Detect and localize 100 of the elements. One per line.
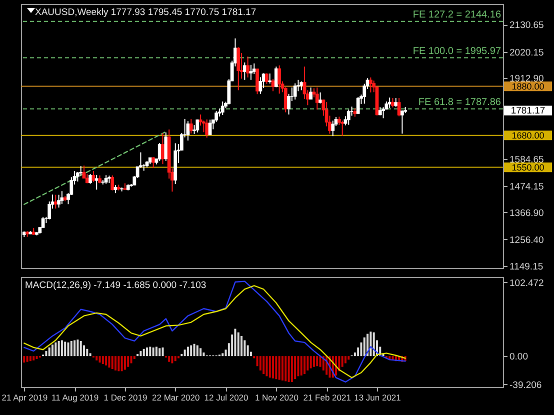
candlestick (94, 174, 98, 190)
ref-line-label: 1680.00 (512, 130, 544, 140)
y-tick-label: 1366.90 (510, 208, 544, 219)
candlestick (258, 76, 262, 94)
bar (335, 356, 338, 376)
candlestick (214, 110, 218, 122)
candlestick (315, 87, 319, 110)
bar (297, 356, 300, 376)
bar (370, 332, 372, 356)
bar (102, 356, 104, 364)
bar (186, 346, 189, 356)
candlestick (158, 142, 162, 162)
bar (146, 347, 148, 356)
bar (89, 353, 92, 356)
bar (36, 356, 38, 359)
candlestick (164, 132, 168, 162)
ref-line-label: FE 61.8 = 1787.86 (418, 96, 502, 108)
bar (140, 351, 142, 356)
candlestick (88, 173, 92, 184)
candlestick (110, 174, 114, 191)
bar (184, 350, 186, 356)
bar (23, 356, 26, 363)
candlestick (85, 174, 89, 184)
bar (168, 356, 170, 362)
candlestick (236, 46, 240, 91)
chart-title: MACD(12,26,9) -7.149 -1.685 0.000 -7.103 (25, 280, 206, 291)
bar (149, 346, 152, 356)
bar (158, 348, 161, 356)
chart-title: XAUUSD,Weekly 1777.93 1795.45 1770.75 1781.17 (35, 7, 256, 18)
candlestick (256, 68, 259, 95)
bar (67, 342, 70, 356)
ref-line-label: FE 127.2 = 2144.16 (412, 9, 502, 20)
candlestick (356, 96, 360, 114)
bar (310, 356, 312, 368)
x-tick-label: 1 Dec 2019 (104, 392, 148, 402)
bar (118, 356, 120, 372)
candlestick (196, 118, 200, 133)
bar (262, 356, 265, 374)
candlestick (208, 119, 212, 136)
bar (136, 354, 139, 356)
bar (256, 356, 258, 366)
bar (284, 356, 287, 382)
candlestick (205, 118, 209, 138)
candlestick (246, 56, 250, 78)
candlestick (331, 120, 335, 137)
y-tick-label: -39.206 (510, 380, 542, 391)
bar (174, 356, 176, 362)
bar (152, 347, 154, 356)
x-tick-label: 1 Nov 2020 (254, 392, 299, 402)
candlestick (60, 190, 64, 204)
y-tick-label: 1474.15 (510, 181, 544, 192)
bar (294, 356, 296, 380)
y-tick-label: 0.00 (510, 352, 528, 363)
bar (312, 356, 315, 367)
bar (288, 356, 290, 382)
bar (64, 342, 66, 356)
x-tick-label: 13 Jun 2021 (354, 392, 402, 402)
bar (259, 356, 262, 370)
bar (74, 340, 76, 356)
x-tick-label: 21 Apr 2019 (2, 392, 48, 402)
bar (120, 356, 123, 372)
bar (306, 356, 309, 370)
bar (45, 351, 48, 356)
x-tick-label: 11 Aug 2019 (51, 392, 99, 402)
bar (70, 340, 72, 356)
candlestick (309, 87, 313, 100)
candlestick (54, 194, 58, 210)
candlestick (340, 120, 344, 136)
candlestick (318, 92, 322, 104)
candlestick (391, 98, 394, 108)
bar (234, 328, 236, 356)
bar (244, 340, 246, 356)
bar (155, 346, 158, 356)
candlestick (220, 100, 224, 116)
candlestick (400, 110, 404, 134)
bar (32, 356, 35, 360)
bar (196, 345, 198, 356)
bar (142, 348, 145, 356)
bar (98, 356, 101, 363)
bar (111, 356, 114, 370)
bar (114, 356, 117, 370)
text: 1781.17 (510, 106, 546, 117)
candlestick (293, 82, 297, 100)
x-tick-label: 22 Mar 2020 (152, 392, 200, 402)
bar (124, 356, 126, 370)
bar (108, 356, 110, 368)
bar (96, 356, 98, 360)
y-tick-label: 2130.65 (510, 20, 544, 32)
bar (52, 344, 54, 356)
bar (202, 352, 205, 356)
bar (290, 356, 293, 382)
bar (344, 356, 346, 364)
candlestick (388, 97, 392, 108)
candlestick (249, 64, 253, 80)
bar (180, 354, 183, 356)
bar (58, 340, 60, 356)
bar (83, 345, 86, 356)
bar (127, 356, 130, 367)
bar (363, 337, 366, 356)
bar (281, 356, 284, 381)
